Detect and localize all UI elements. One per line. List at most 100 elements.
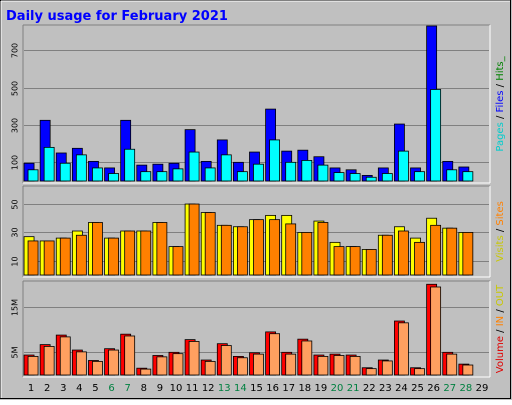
x-tick-label-day-13: 13 xyxy=(218,383,231,394)
bar-inout-day-10 xyxy=(172,353,184,376)
bar-pages-day-3 xyxy=(59,162,71,182)
x-tick-label-day-9: 9 xyxy=(157,383,163,394)
x-tick-label-day-17: 17 xyxy=(282,383,295,394)
bar-pages-day-19 xyxy=(317,164,329,182)
legend-entry: / xyxy=(495,306,506,316)
bar-inout-day-17 xyxy=(285,353,297,376)
bar-inout-day-26 xyxy=(430,286,442,376)
x-tick-label-day-24: 24 xyxy=(395,383,408,394)
bar-inout-day-4 xyxy=(75,351,87,376)
bar-pages-day-28 xyxy=(462,171,474,182)
legend-entry: Files xyxy=(495,91,506,113)
y-tick-label: 100 xyxy=(11,155,20,170)
y-tick-label: 300 xyxy=(11,118,20,133)
y-tick-label: 10 xyxy=(11,256,20,266)
bar-inout-day-3 xyxy=(59,336,71,376)
bar-inout-day-7 xyxy=(124,335,136,376)
bar-pages-day-16 xyxy=(269,139,281,182)
bar-inout-day-5 xyxy=(92,360,103,376)
bar-sites-day-23 xyxy=(381,234,393,276)
bar-pages-day-18 xyxy=(301,160,313,182)
panel-kbytes: 5M 15M Volume / IN / OUT xyxy=(11,280,506,378)
bar-sites-day-18 xyxy=(301,232,313,276)
bar-inout-day-21 xyxy=(349,355,361,376)
bar-pages-day-24 xyxy=(398,150,409,182)
legend-entry: / xyxy=(495,81,506,91)
bar-sites-day-1 xyxy=(27,240,39,276)
bar-sites-day-15 xyxy=(253,219,264,276)
panel-visits: 10 30 50 Visits / Sites xyxy=(11,185,506,278)
bar-inout-day-1 xyxy=(27,355,39,376)
legend-entry: Visits xyxy=(495,235,506,262)
x-tick-label-day-2: 2 xyxy=(44,383,50,394)
x-tick-label-day-25: 25 xyxy=(411,383,424,394)
x-tick-label-day-1: 1 xyxy=(28,383,34,394)
bar-pages-day-11 xyxy=(188,151,200,182)
bar-sites-day-5 xyxy=(92,222,103,276)
x-tick-label-day-5: 5 xyxy=(92,383,98,394)
x-tick-label-day-29: 29 xyxy=(476,383,489,394)
bar-pages-day-26 xyxy=(430,89,442,182)
bar-sites-day-26 xyxy=(430,224,442,276)
bar-inout-day-25 xyxy=(414,368,425,376)
bar-sites-day-3 xyxy=(59,237,71,276)
x-tick-label-day-19: 19 xyxy=(315,383,328,394)
bar-pages-day-10 xyxy=(172,168,184,182)
bar-sites-day-17 xyxy=(285,223,297,276)
y-tick-label: 30 xyxy=(11,227,20,237)
bar-sites-day-10 xyxy=(172,246,184,276)
bar-inout-day-23 xyxy=(381,360,393,376)
x-tick-label-day-14: 14 xyxy=(234,383,247,394)
bar-pages-day-13 xyxy=(220,154,232,182)
x-tick-label-day-21: 21 xyxy=(347,383,360,394)
bar-inout-day-28 xyxy=(462,364,474,376)
bar-sites-day-24 xyxy=(398,230,409,276)
x-tick-label-day-6: 6 xyxy=(108,383,114,394)
x-tick-label-day-27: 27 xyxy=(443,383,456,394)
bar-sites-day-8 xyxy=(140,230,152,276)
x-tick-label-day-18: 18 xyxy=(298,383,311,394)
x-tick-label-day-4: 4 xyxy=(76,383,82,394)
legend-hits: Pages / Files / Hits_ xyxy=(495,55,506,151)
bar-pages-day-22 xyxy=(365,176,377,182)
bar-sites-day-9 xyxy=(156,222,168,276)
bar-inout-day-12 xyxy=(204,360,216,376)
bar-inout-day-24 xyxy=(398,322,409,376)
bar-inout-day-18 xyxy=(301,340,313,376)
y-tick-label: 500 xyxy=(11,81,20,96)
bar-inout-day-22 xyxy=(365,368,377,376)
legend-entry: Sites xyxy=(495,201,506,225)
y-tick-label: 15M xyxy=(11,299,20,316)
bar-pages-day-17 xyxy=(285,161,297,182)
x-tick-label-day-7: 7 xyxy=(124,383,130,394)
legend-entry: / xyxy=(495,326,506,336)
chart-title: Daily usage for February 2021 xyxy=(6,9,228,24)
bar-pages-day-6 xyxy=(108,173,119,182)
bar-inout-day-27 xyxy=(446,353,458,376)
bar-inout-day-19 xyxy=(317,355,329,376)
bar-inout-day-15 xyxy=(253,353,264,376)
x-tick-label-day-28: 28 xyxy=(459,383,472,394)
bar-inout-day-13 xyxy=(220,345,232,376)
bar-inout-day-16 xyxy=(269,333,281,376)
x-tick-label-day-23: 23 xyxy=(379,383,392,394)
bar-pages-day-20 xyxy=(333,172,345,182)
bar-inout-day-8 xyxy=(140,368,152,376)
legend-entry: / xyxy=(495,112,506,122)
bar-sites-day-13 xyxy=(220,224,232,276)
bar-inout-day-6 xyxy=(108,349,119,376)
x-tick-label-day-3: 3 xyxy=(60,383,66,394)
legend-visits: Visits / Sites xyxy=(495,201,506,262)
x-tick-label-day-16: 16 xyxy=(266,383,279,394)
bar-pages-day-14 xyxy=(236,171,248,182)
legend-entry: Pages xyxy=(495,122,506,151)
bar-pages-day-25 xyxy=(414,171,425,182)
bar-sites-day-21 xyxy=(349,246,361,276)
bar-inout-day-9 xyxy=(156,356,168,376)
bar-sites-day-16 xyxy=(269,219,281,276)
x-tick-label-day-11: 11 xyxy=(186,383,199,394)
bar-sites-day-6 xyxy=(108,237,119,276)
x-tick-label-day-10: 10 xyxy=(170,383,183,394)
